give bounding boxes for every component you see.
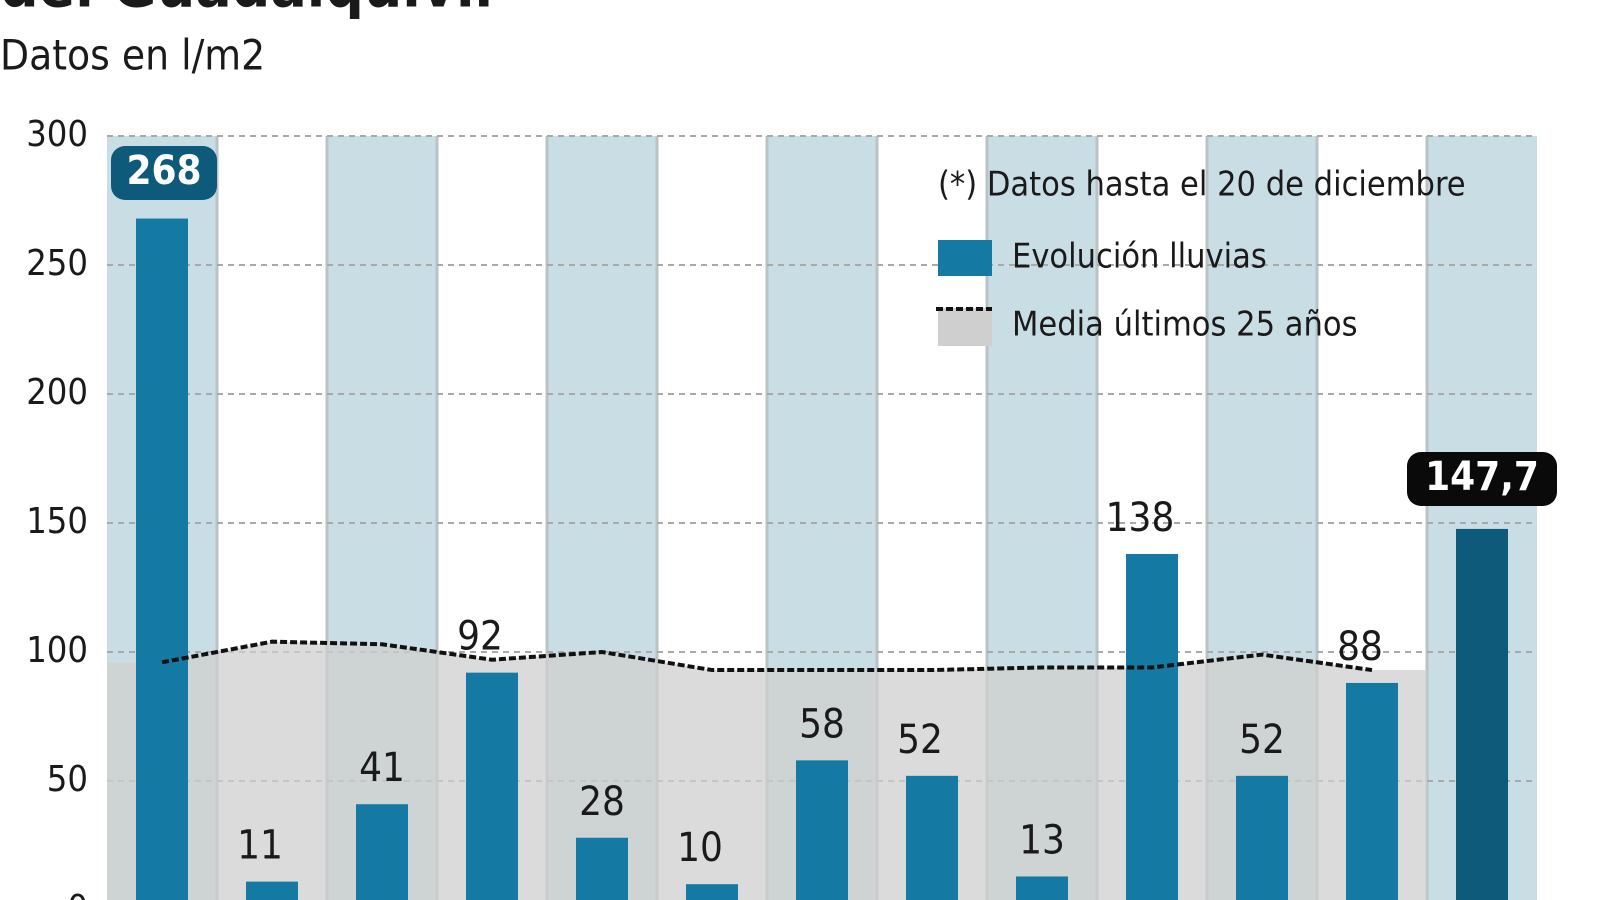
chart-title: del Guadalquivir bbox=[0, 0, 501, 22]
value-label: 52 bbox=[897, 717, 943, 763]
bar bbox=[136, 218, 188, 900]
y-tick-label: 0 bbox=[67, 888, 88, 900]
value-label: 92 bbox=[457, 614, 503, 660]
bar bbox=[796, 760, 848, 900]
chart-subtitle: Datos en l/m2 bbox=[0, 31, 265, 80]
label-box bbox=[111, 146, 217, 200]
y-tick-label: 50 bbox=[47, 759, 88, 800]
bar bbox=[246, 881, 298, 900]
y-tick-label: 200 bbox=[26, 372, 88, 413]
legend-label: Media últimos 25 años bbox=[1012, 305, 1358, 345]
value-label: 88 bbox=[1337, 624, 1383, 670]
value-label: 268 bbox=[126, 148, 201, 194]
value-label: 41 bbox=[359, 745, 405, 791]
label-box bbox=[1407, 452, 1557, 506]
y-tick-label: 150 bbox=[26, 501, 88, 542]
bar bbox=[1016, 876, 1068, 900]
bar bbox=[686, 884, 738, 900]
bar bbox=[576, 837, 628, 900]
legend-label: Evolución lluvias bbox=[1012, 237, 1267, 277]
bar bbox=[1456, 528, 1508, 900]
y-tick-label: 250 bbox=[26, 243, 88, 284]
bar bbox=[906, 775, 958, 900]
value-label: 147,7 bbox=[1425, 454, 1539, 500]
value-label: 52 bbox=[1239, 717, 1285, 763]
value-label: 11 bbox=[237, 823, 283, 869]
value-label: 28 bbox=[579, 779, 625, 825]
value-label: 138 bbox=[1106, 495, 1175, 541]
y-tick-label: 100 bbox=[26, 630, 88, 671]
legend-note: (*) Datos hasta el 20 de diciembre bbox=[938, 165, 1466, 205]
value-label: 10 bbox=[677, 825, 723, 871]
average-line bbox=[161, 639, 1373, 673]
legend-swatch bbox=[938, 240, 992, 276]
value-label: 13 bbox=[1019, 817, 1065, 863]
bar bbox=[466, 672, 518, 900]
y-tick-label: 300 bbox=[26, 114, 88, 155]
legend-swatch bbox=[938, 308, 992, 346]
value-label: 58 bbox=[799, 701, 845, 747]
average-area bbox=[107, 641, 1427, 900]
bar bbox=[356, 804, 408, 900]
bar bbox=[1126, 553, 1178, 900]
bar bbox=[1346, 682, 1398, 900]
bar bbox=[1236, 775, 1288, 900]
